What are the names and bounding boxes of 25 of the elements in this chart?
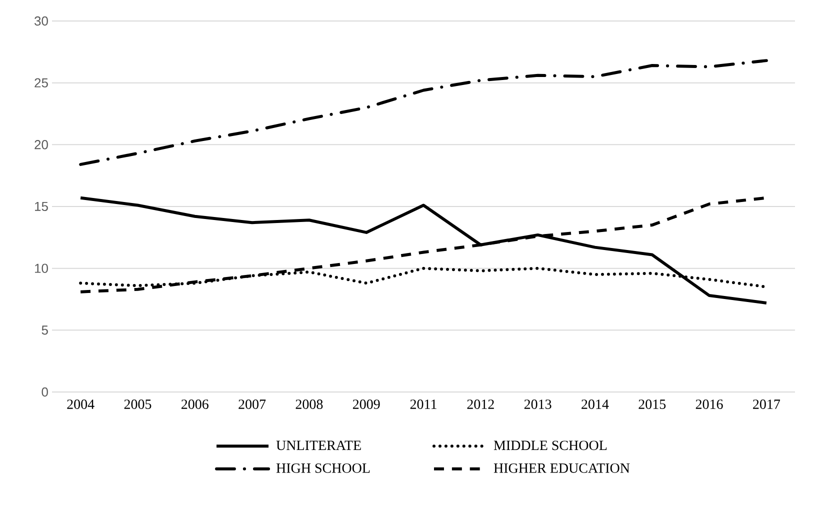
x-tick-label: 2007 — [238, 400, 266, 409]
x-tick-label: 2011 — [410, 400, 436, 409]
x-tick-label: 2013 — [524, 400, 552, 409]
legend-label: HIGH SCHOOL — [276, 463, 370, 473]
y-tick-label: 5 — [42, 326, 48, 335]
x-tick-label: 2009 — [352, 400, 380, 409]
x-tick-label: 2004 — [67, 400, 94, 409]
legend-label: MIDDLE SCHOOL — [494, 440, 607, 450]
x-tick-label: 2005 — [124, 400, 152, 409]
y-tick-label: 25 — [34, 78, 48, 88]
y-tick-label: 15 — [35, 202, 48, 212]
line-series — [79, 59, 768, 166]
x-tick-label: 2015 — [638, 400, 666, 409]
x-tick-label: 2008 — [296, 400, 323, 409]
y-tick-label: 20 — [34, 140, 48, 150]
x-tick-label: 2006 — [181, 400, 208, 409]
legend-label: HIGHER EDUCATION — [494, 463, 630, 473]
y-tick-label: 0 — [42, 387, 48, 397]
y-tick-label: 30 — [34, 16, 48, 26]
x-tick-label: 2016 — [696, 400, 723, 409]
x-tick-label: 2012 — [467, 400, 494, 409]
x-tick-label: 2017 — [753, 400, 780, 409]
x-tick-label: 2014 — [582, 400, 609, 409]
legend-label: UNLITERATE — [276, 440, 361, 450]
y-tick-label: 10 — [35, 264, 48, 273]
